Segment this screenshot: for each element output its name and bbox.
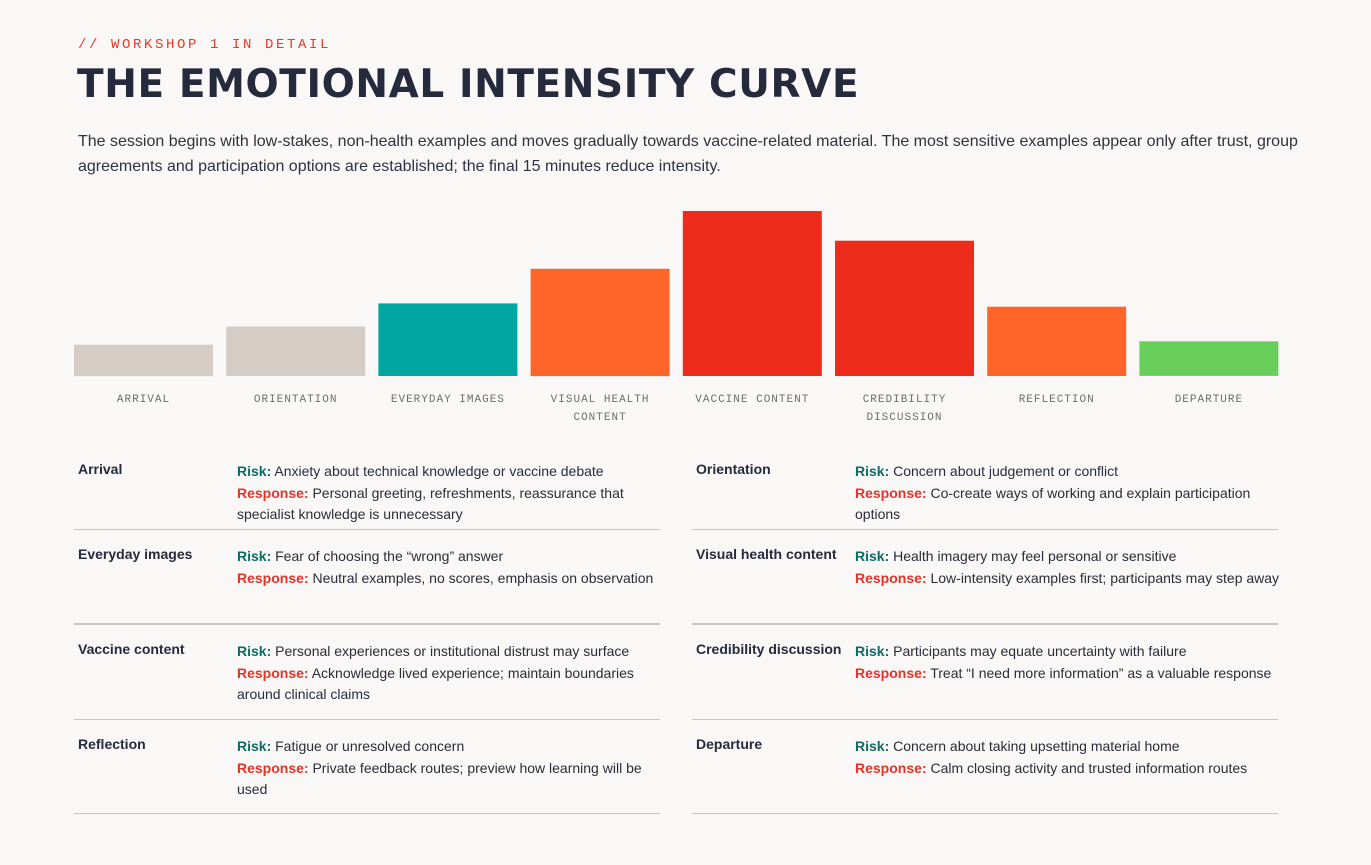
response-label: Response: [855,569,927,586]
response-text: Neutral examples, no scores, emphasis on… [312,569,654,586]
response-label: Response: [237,759,309,776]
stage-row-arrival: Arrival Risk: Anxiety about technical kn… [74,445,660,530]
risk-label: Risk: [855,643,890,659]
risk-label: Risk: [855,548,890,564]
x-tick-label: VISUAL HEALTH CONTENT [551,394,650,424]
response-label: Response: [855,759,927,776]
stage-description: Risk: Personal experiences or institutio… [237,641,667,706]
stage-row-orientation: Orientation Risk: Concern about judgemen… [692,445,1278,530]
stage-details-table: Arrival Risk: Anxiety about technical kn… [74,445,1284,814]
bar-orientation [226,326,366,376]
x-tick-label: ORIENTATION [254,394,338,406]
stage-name: Visual health content [696,546,837,562]
page-title: THE EMOTIONAL INTENSITY CURVE [77,62,860,107]
risk-label: Risk: [237,463,272,479]
response-text: Private feedback routes; preview how lea… [237,759,642,798]
stage-row-visual-health-content: Visual health content Risk: Health image… [692,530,1279,625]
bar-arrival [74,344,213,377]
response-label: Response: [237,484,309,501]
risk-text: Personal experiences or institutional di… [275,643,630,659]
stage-name: Credibility discussion [696,641,842,657]
section-kicker: // WORKSHOP 1 IN DETAIL [78,37,332,53]
stage-name: Arrival [78,461,123,477]
x-tick-label: EVERYDAY IMAGES [391,394,505,406]
stage-row-departure: Departure Risk: Concern about taking ups… [692,720,1278,814]
x-tick-label: DEPARTURE [1175,394,1243,406]
stage-description: Risk: Concern about taking upsetting mat… [855,736,1285,779]
response-text: Acknowledge lived experience; maintain b… [237,664,634,703]
bar-departure [1139,341,1279,376]
stage-name: Reflection [78,736,146,752]
risk-label: Risk: [237,643,272,659]
stage-row-reflection: Reflection Risk: Fatigue or unresolved c… [74,720,660,814]
response-text: Low-intensity examples first; participan… [930,569,1280,586]
risk-text: Fear of choosing the “wrong” answer [275,548,504,564]
risk-label: Risk: [855,463,890,479]
bar-reflection [987,306,1127,376]
risk-label: Risk: [237,738,272,754]
stage-row-everyday-images: Everyday images Risk: Fear of choosing t… [74,530,660,625]
response-label: Response: [237,569,309,586]
x-tick-label: ARRIVAL [117,394,170,406]
stage-name: Departure [696,736,763,752]
stage-name: Vaccine content [78,641,185,657]
risk-text: Anxiety about technical knowledge or vac… [274,463,604,479]
stage-description: Risk: Health imagery may feel personal o… [855,546,1285,589]
response-text: Treat “I need more information” as a val… [930,664,1272,681]
stage-name: Orientation [696,461,771,477]
response-label: Response: [237,664,309,681]
risk-text: Health imagery may feel personal or sens… [893,548,1177,564]
x-tick-label: CREDIBILITY DISCUSSION [863,394,947,424]
bar-visual-health-content [530,268,670,377]
response-text: Calm closing activity and trusted inform… [930,759,1248,776]
stage-row-credibility-discussion: Credibility discussion Risk: Participant… [692,625,1278,720]
x-tick-label: REFLECTION [1019,394,1095,406]
x-tick-label: VACCINE CONTENT [695,394,809,406]
risk-label: Risk: [855,738,890,754]
risk-text: Participants may equate uncertainty with… [893,643,1187,659]
stage-name: Everyday images [78,546,193,562]
response-label: Response: [855,664,927,681]
bar-everyday-images [378,303,518,376]
stage-description: Risk: Participants may equate uncertaint… [855,641,1285,684]
stage-description: Risk: Anxiety about technical knowledge … [237,461,667,526]
risk-text: Fatigue or unresolved concern [275,738,465,754]
stage-description: Risk: Fatigue or unresolved concern Resp… [237,736,667,801]
risk-text: Concern about judgement or conflict [893,463,1119,479]
bar-vaccine-content [682,211,822,376]
response-text: Co-create ways of working and explain pa… [855,484,1251,523]
intro-paragraph: The session begins with low-stakes, non-… [78,133,1298,175]
risk-text: Concern about taking upsetting material … [893,738,1180,754]
bar-credibility-discussion [835,240,974,376]
stage-row-vaccine-content: Vaccine content Risk: Personal experienc… [74,625,660,720]
intensity-bar-chart: ARRIVAL ORIENTATION EVERYDAY IMAGES VISUAL … [74,211,1279,424]
stage-description: Risk: Concern about judgement or conflic… [855,461,1285,526]
stage-description: Risk: Fear of choosing the “wrong” answe… [237,546,667,589]
response-text: Personal greeting, refreshments, reassur… [237,484,624,523]
response-label: Response: [855,484,927,501]
risk-label: Risk: [237,548,272,564]
